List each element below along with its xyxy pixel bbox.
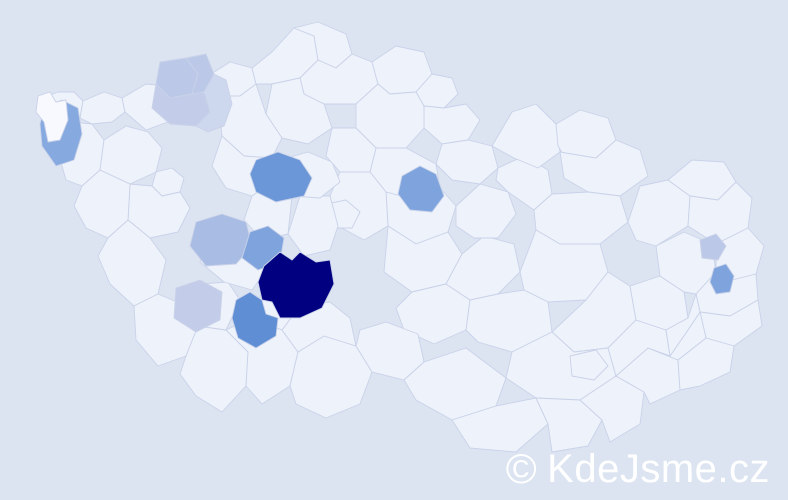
districts-level-max[interactable] <box>258 252 334 318</box>
district-kromeriz[interactable] <box>666 294 700 356</box>
district-far-east-b[interactable] <box>710 264 734 294</box>
district-east-central[interactable] <box>398 166 444 212</box>
district-jicin[interactable] <box>436 140 498 184</box>
district-enclave[interactable] <box>36 92 68 142</box>
district-pardubice[interactable] <box>456 184 516 238</box>
district-south-of-core[interactable] <box>232 292 278 348</box>
district-southwest[interactable] <box>174 280 222 332</box>
district-brno-mesto[interactable] <box>570 350 608 380</box>
district-central-north[interactable] <box>250 152 312 202</box>
districts-enclave[interactable] <box>36 92 68 142</box>
district-north-d[interactable] <box>196 74 232 132</box>
district-rychnov[interactable] <box>560 140 648 196</box>
district-sokolov[interactable] <box>80 92 125 124</box>
districts-level-blue[interactable] <box>40 100 734 348</box>
district-far-east-a[interactable] <box>700 234 726 260</box>
district-pelhrimov[interactable] <box>356 322 424 380</box>
district-melnik[interactable] <box>326 128 376 172</box>
district-benesov-core[interactable] <box>258 252 334 318</box>
district-semily[interactable] <box>424 104 480 144</box>
district-bruntal[interactable] <box>688 182 752 244</box>
districts-level-light[interactable] <box>152 54 726 332</box>
